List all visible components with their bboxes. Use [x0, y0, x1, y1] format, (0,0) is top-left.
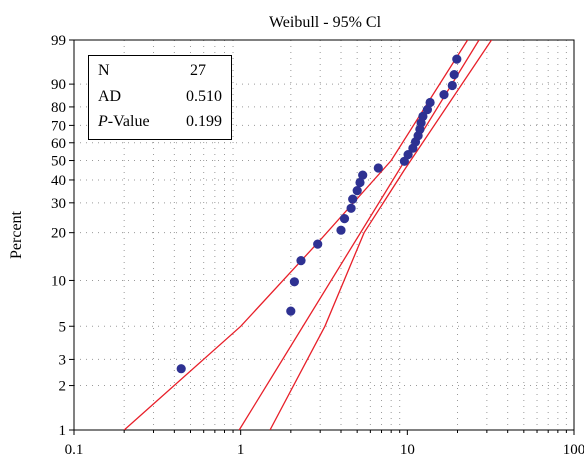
data-point	[403, 150, 413, 160]
stat-row-ad: AD 0.510	[98, 88, 222, 110]
stat-value: 0.199	[186, 113, 222, 130]
confidence-bound-upper	[269, 40, 493, 430]
data-point	[358, 170, 368, 180]
y-tick-label: 40	[51, 173, 66, 189]
stat-value: 0.510	[186, 88, 222, 105]
data-point	[176, 364, 186, 374]
data-point	[452, 54, 462, 64]
x-tick-label: 10	[400, 442, 415, 458]
stat-label: P-Value	[98, 113, 150, 131]
stat-label: AD	[98, 88, 122, 105]
stat-row-p-value: P-Value 0.199	[98, 113, 222, 135]
data-point	[313, 239, 323, 249]
x-tick-label: 1	[237, 442, 245, 458]
x-tick-label: 100	[563, 442, 584, 458]
stat-label: N	[98, 62, 110, 79]
plot-frame	[73, 39, 575, 431]
y-tick-label: 5	[59, 319, 67, 335]
data-point	[348, 194, 358, 204]
fit-lines	[123, 40, 493, 430]
y-tick-label: 99	[51, 33, 66, 49]
data-point	[339, 214, 350, 224]
data-point	[352, 186, 362, 196]
confidence-bound-lower	[123, 40, 469, 430]
data-point	[449, 70, 459, 80]
y-tick-label: 30	[51, 196, 66, 212]
y-tick-label: 2	[59, 379, 67, 395]
data-point	[425, 97, 435, 108]
y-tick-label: 20	[51, 226, 66, 242]
data-points	[176, 54, 462, 374]
stat-row-n: N 27	[98, 62, 222, 84]
stat-label-italic: P	[98, 113, 108, 130]
y-tick-label: 1	[59, 423, 67, 439]
data-point	[289, 277, 299, 287]
chart-title: Weibull - 95% Cl	[269, 14, 382, 31]
data-point	[346, 203, 356, 213]
statistics-box: N 27 AD 0.510 P-Value 0.199	[88, 55, 232, 140]
data-point	[399, 156, 409, 166]
data-point	[422, 105, 432, 115]
y-tick-label: 60	[51, 136, 66, 152]
stat-label-rest: -Value	[107, 113, 150, 130]
data-point	[355, 177, 365, 188]
grid	[74, 40, 574, 430]
y-tick-label: 10	[51, 273, 66, 289]
data-point	[439, 90, 449, 100]
data-point	[418, 111, 428, 121]
fit-line	[238, 40, 480, 430]
stat-value: 27	[190, 62, 206, 79]
y-tick-label: 70	[51, 118, 66, 134]
y-tick-label: 3	[59, 352, 67, 368]
y-tick-label: 90	[51, 77, 66, 93]
data-point	[286, 306, 296, 316]
x-tick-label: 0.1	[65, 442, 84, 458]
y-axis-label: Percent	[8, 210, 25, 259]
y-tick-label: 50	[51, 154, 66, 170]
y-tick-label: 80	[51, 100, 66, 116]
data-point	[336, 225, 346, 235]
axis-ticks: 0.1 1 10 100 1 2 3 5 10 20 30 40 50 60 70 80 90 99	[51, 33, 584, 458]
data-point	[447, 80, 457, 91]
data-point	[296, 256, 306, 266]
data-point	[373, 163, 383, 173]
